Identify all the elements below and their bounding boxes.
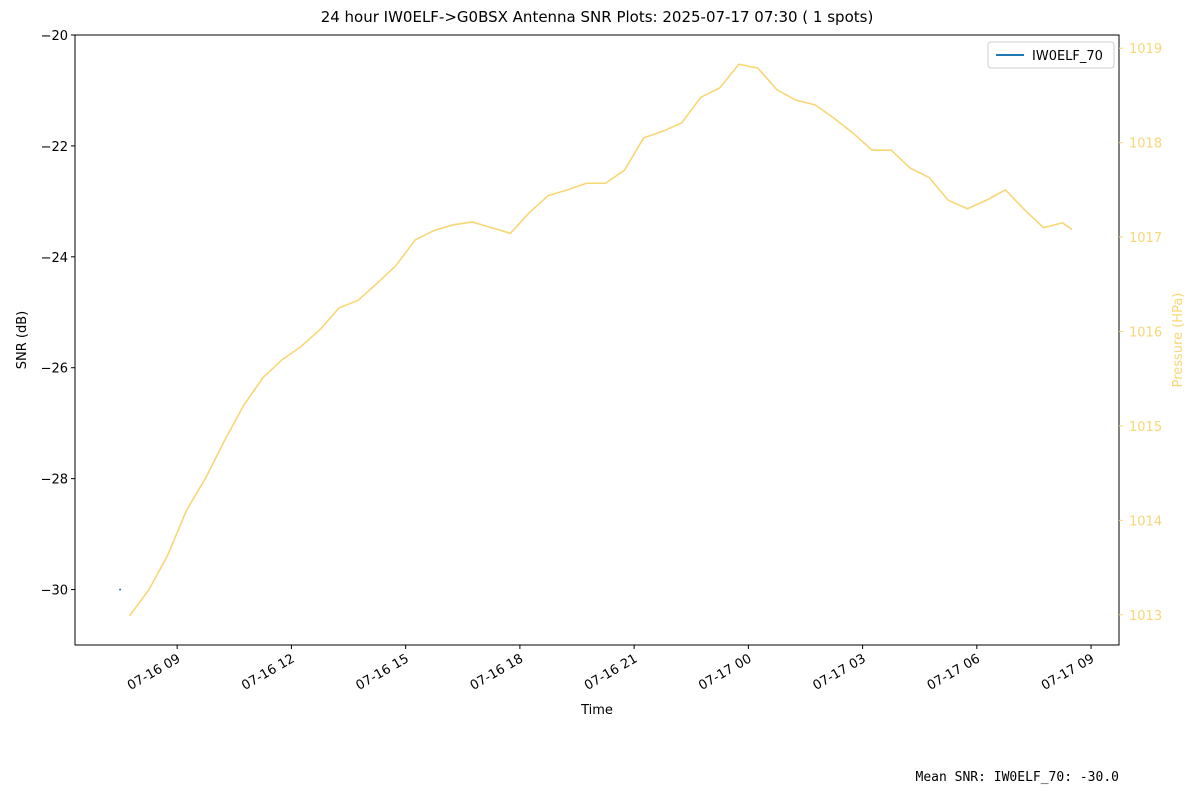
y2-tick-label: 1016 <box>1129 326 1162 341</box>
y2-tick-label: 1018 <box>1129 137 1162 152</box>
legend-label: IW0ELF_70 <box>1032 49 1103 64</box>
legend-box <box>987 41 1115 69</box>
x-tick-label: 07-16 09 <box>125 651 183 693</box>
x-tick-label: 07-16 21 <box>582 651 640 693</box>
x-axis-label: Time <box>580 703 613 718</box>
x-tick-label: 07-17 03 <box>810 651 868 693</box>
y-tick-label: −30 <box>41 584 68 599</box>
y-tick-label: −20 <box>41 29 68 44</box>
plot-frame <box>74 34 1120 646</box>
y2-tick-label: 1013 <box>1129 609 1162 624</box>
x-tick-label: 07-17 09 <box>1039 651 1097 693</box>
data-line <box>128 63 1073 617</box>
y-axis-label: SNR (dB) <box>15 311 30 369</box>
x-tick-label: 07-16 15 <box>354 651 412 693</box>
x-tick-label: 07-17 00 <box>696 651 754 693</box>
footer-text: Mean SNR: IW0ELF_70: -30.0 <box>916 770 1120 785</box>
y2-tick-label: 1015 <box>1129 420 1162 435</box>
y-tick-label: −26 <box>41 362 68 377</box>
data-point <box>119 588 122 591</box>
x-tick-label: 07-17 06 <box>925 651 983 693</box>
y2-axis-label: Pressure (HPa) <box>1171 293 1186 388</box>
x-tick-label: 07-16 18 <box>468 651 526 693</box>
y2-tick-label: 1017 <box>1129 231 1162 246</box>
y2-tick-label: 1014 <box>1129 514 1162 529</box>
x-tick-label: 07-16 12 <box>239 651 297 693</box>
y2-tick-label: 1019 <box>1129 42 1162 57</box>
y-tick-label: −22 <box>41 140 68 155</box>
y-tick-label: −28 <box>41 473 68 488</box>
y-tick-label: −24 <box>41 251 68 266</box>
chart-title: 24 hour IW0ELF->G0BSX Antenna SNR Plots:… <box>321 8 874 26</box>
